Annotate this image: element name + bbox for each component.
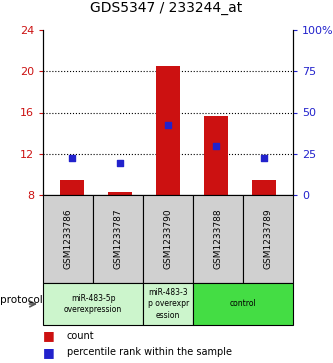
Point [213, 143, 219, 149]
Text: GSM1233790: GSM1233790 [164, 209, 173, 269]
Point [261, 155, 267, 161]
Text: GSM1233787: GSM1233787 [114, 209, 123, 269]
Point [166, 122, 171, 128]
Bar [60, 180, 84, 195]
Bar [204, 115, 228, 195]
Text: miR-483-3
p overexpr
ession: miR-483-3 p overexpr ession [148, 288, 189, 319]
Text: percentile rank within the sample: percentile rank within the sample [67, 347, 231, 357]
Point [70, 155, 75, 161]
Text: GDS5347 / 233244_at: GDS5347 / 233244_at [90, 1, 243, 15]
Text: control: control [230, 299, 256, 309]
Text: count: count [67, 331, 94, 340]
Text: GSM1233786: GSM1233786 [64, 209, 73, 269]
Text: GSM1233788: GSM1233788 [213, 209, 223, 269]
Text: protocol: protocol [0, 295, 43, 305]
Text: miR-483-5p
overexpression: miR-483-5p overexpression [64, 294, 122, 314]
Bar [252, 180, 276, 195]
Point [118, 160, 123, 166]
Text: ■: ■ [43, 346, 55, 359]
Text: ■: ■ [43, 329, 55, 342]
Bar [108, 192, 132, 195]
Text: GSM1233789: GSM1233789 [263, 209, 273, 269]
Bar [156, 66, 180, 195]
